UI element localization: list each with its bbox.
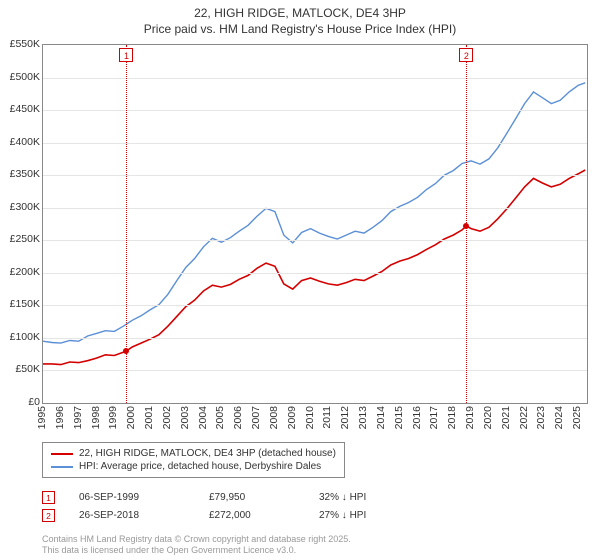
x-tick-label: 2016 bbox=[411, 406, 423, 429]
x-tick-label: 2006 bbox=[232, 406, 244, 429]
sales-row: 2 26-SEP-2018£272,00027% ↓ HPI bbox=[42, 506, 409, 524]
x-tick-label: 2022 bbox=[518, 406, 530, 429]
gridline bbox=[43, 208, 587, 209]
x-tick-label: 2003 bbox=[179, 406, 191, 429]
x-tick-label: 1999 bbox=[107, 406, 119, 429]
x-tick-label: 2007 bbox=[250, 406, 262, 429]
x-tick-label: 2002 bbox=[161, 406, 173, 429]
x-tick-label: 2005 bbox=[214, 406, 226, 429]
gridline bbox=[43, 143, 587, 144]
chart-title: 22, HIGH RIDGE, MATLOCK, DE4 3HP Price p… bbox=[0, 0, 600, 37]
x-tick-label: 2011 bbox=[321, 406, 333, 429]
x-tick-label: 2014 bbox=[375, 406, 387, 429]
y-tick-label: £250K bbox=[2, 233, 40, 245]
gridline bbox=[43, 370, 587, 371]
x-tick-label: 2015 bbox=[393, 406, 405, 429]
x-tick-label: 2008 bbox=[268, 406, 280, 429]
gridline bbox=[43, 175, 587, 176]
gridline bbox=[43, 273, 587, 274]
chart-container: 22, HIGH RIDGE, MATLOCK, DE4 3HP Price p… bbox=[0, 0, 600, 560]
sales-row-price: £79,950 bbox=[209, 492, 319, 503]
sales-table: 1 06-SEP-1999£79,95032% ↓ HPI 2 26-SEP-2018… bbox=[42, 488, 409, 524]
legend-swatch bbox=[51, 466, 73, 468]
gridline bbox=[43, 78, 587, 79]
sales-row-marker: 1 bbox=[42, 491, 55, 504]
y-tick-label: £50K bbox=[2, 363, 40, 375]
y-tick-label: £500K bbox=[2, 71, 40, 83]
x-tick-label: 2024 bbox=[553, 406, 565, 429]
x-tick-label: 1997 bbox=[72, 406, 84, 429]
y-tick-label: £200K bbox=[2, 266, 40, 278]
gridline bbox=[43, 240, 587, 241]
x-tick-label: 2023 bbox=[535, 406, 547, 429]
legend: 22, HIGH RIDGE, MATLOCK, DE4 3HP (detach… bbox=[42, 442, 345, 478]
x-tick-label: 2017 bbox=[428, 406, 440, 429]
sales-row-diff: 32% ↓ HPI bbox=[319, 492, 409, 503]
x-tick-label: 2025 bbox=[571, 406, 583, 429]
legend-label: HPI: Average price, detached house, Derb… bbox=[79, 461, 321, 472]
footer-line-1: Contains HM Land Registry data © Crown c… bbox=[42, 534, 351, 545]
y-tick-label: £550K bbox=[2, 38, 40, 50]
footer-line-2: This data is licensed under the Open Gov… bbox=[42, 545, 351, 556]
x-tick-label: 1995 bbox=[36, 406, 48, 429]
x-tick-label: 2004 bbox=[197, 406, 209, 429]
sale-marker-dot bbox=[123, 348, 129, 354]
y-tick-label: £350K bbox=[2, 168, 40, 180]
sales-row-diff: 27% ↓ HPI bbox=[319, 510, 409, 521]
x-tick-label: 2018 bbox=[446, 406, 458, 429]
x-tick-label: 2013 bbox=[357, 406, 369, 429]
x-tick-label: 2012 bbox=[339, 406, 351, 429]
y-tick-label: £100K bbox=[2, 331, 40, 343]
x-tick-label: 2010 bbox=[304, 406, 316, 429]
plot-area: 12 bbox=[42, 44, 588, 404]
y-tick-label: £150K bbox=[2, 298, 40, 310]
legend-swatch bbox=[51, 453, 73, 455]
x-tick-label: 1996 bbox=[54, 406, 66, 429]
x-tick-label: 1998 bbox=[90, 406, 102, 429]
sales-row-marker: 2 bbox=[42, 509, 55, 522]
x-tick-label: 2009 bbox=[286, 406, 298, 429]
legend-row: HPI: Average price, detached house, Derb… bbox=[51, 460, 336, 473]
sale-marker-box: 2 bbox=[459, 48, 473, 62]
legend-label: 22, HIGH RIDGE, MATLOCK, DE4 3HP (detach… bbox=[79, 448, 336, 459]
x-tick-label: 2001 bbox=[143, 406, 155, 429]
title-line-1: 22, HIGH RIDGE, MATLOCK, DE4 3HP bbox=[0, 6, 600, 22]
sales-row-date: 06-SEP-1999 bbox=[79, 492, 209, 503]
sales-row: 1 06-SEP-1999£79,95032% ↓ HPI bbox=[42, 488, 409, 506]
series-price_paid bbox=[43, 170, 585, 365]
sales-row-date: 26-SEP-2018 bbox=[79, 510, 209, 521]
title-line-2: Price paid vs. HM Land Registry's House … bbox=[0, 22, 600, 38]
sale-marker-box: 1 bbox=[119, 48, 133, 62]
y-tick-label: £450K bbox=[2, 103, 40, 115]
gridline bbox=[43, 305, 587, 306]
attribution-footer: Contains HM Land Registry data © Crown c… bbox=[42, 534, 351, 557]
y-tick-label: £400K bbox=[2, 136, 40, 148]
x-tick-label: 2000 bbox=[125, 406, 137, 429]
legend-row: 22, HIGH RIDGE, MATLOCK, DE4 3HP (detach… bbox=[51, 447, 336, 460]
x-tick-label: 2019 bbox=[464, 406, 476, 429]
y-tick-label: £0 bbox=[2, 396, 40, 408]
y-tick-label: £300K bbox=[2, 201, 40, 213]
sales-row-price: £272,000 bbox=[209, 510, 319, 521]
sale-marker-dot bbox=[463, 223, 469, 229]
gridline bbox=[43, 110, 587, 111]
x-tick-label: 2020 bbox=[482, 406, 494, 429]
gridline bbox=[43, 338, 587, 339]
x-tick-label: 2021 bbox=[500, 406, 512, 429]
